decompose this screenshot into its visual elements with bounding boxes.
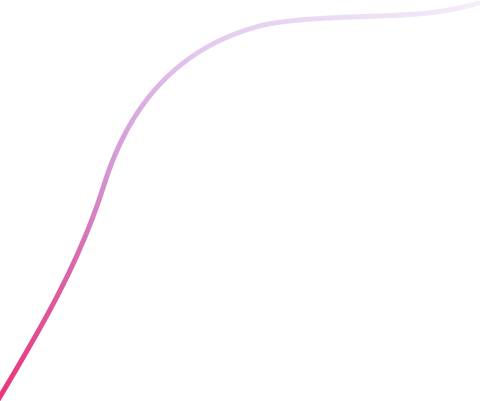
page-body [0, 0, 482, 401]
decorative-canvas [0, 0, 481, 401]
decorative-curve [0, 0, 481, 401]
page: Decorative curve {} html, body { margin:… [0, 0, 482, 401]
